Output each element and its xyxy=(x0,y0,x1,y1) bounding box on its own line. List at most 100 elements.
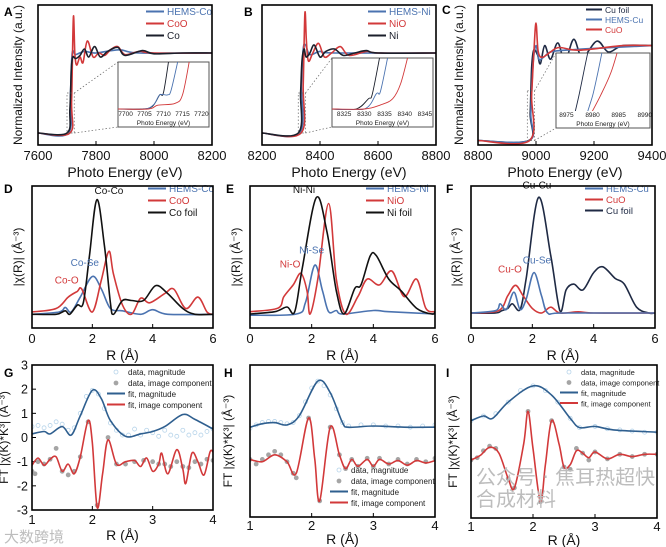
series-line-cuo xyxy=(471,284,655,314)
peak-annotation: Cu-O xyxy=(498,265,522,276)
peak-annotation: Co-Co xyxy=(94,186,123,197)
legend-label: CoO xyxy=(169,196,190,207)
x-axis-label: R (Å) xyxy=(326,347,359,363)
x-tick-label: 1 xyxy=(28,512,35,527)
series-data-image-component xyxy=(250,415,435,504)
legend-marker xyxy=(336,478,342,484)
legend-marker xyxy=(566,369,572,375)
x-tick-label: 8200 xyxy=(248,148,277,163)
series-line-cu-foil xyxy=(471,196,655,315)
panel-label: A xyxy=(4,5,13,19)
data-point xyxy=(168,432,174,438)
x-axis-label: Photo Energy (eV) xyxy=(67,164,182,180)
series-line-nio xyxy=(262,10,436,138)
legend-label: Ni foil xyxy=(387,208,412,219)
legend-label: NiO xyxy=(387,196,404,207)
x-tick-label: 4 xyxy=(149,331,156,346)
legend-label: Cu foil xyxy=(606,206,633,217)
x-tick-label: 8400 xyxy=(306,148,335,163)
zoom-connector xyxy=(305,57,333,94)
y-tick-label: -1 xyxy=(17,455,28,469)
legend-label: data, magnitude xyxy=(581,368,635,377)
y-tick-label: 1 xyxy=(21,407,28,421)
peak-annotation: Ni-O xyxy=(280,259,301,270)
series-line-cuo xyxy=(478,22,652,145)
y-tick-label: 2 xyxy=(21,383,28,397)
x-tick-label: 2 xyxy=(89,512,96,527)
data-point xyxy=(174,433,180,439)
inset: 7700 7705 7710 7715 7720 Photo Energy (eV) xyxy=(66,61,210,134)
x-tick-label: 4 xyxy=(590,331,597,346)
panel-label: C xyxy=(442,3,451,17)
inset-x-tick-label: 8975 xyxy=(559,112,574,119)
series-line-fit-magnitude xyxy=(471,384,657,433)
legend-label: data, image component xyxy=(351,477,435,486)
x-tick-label: 9400 xyxy=(638,148,666,163)
panel-d: D 0 2 4 6 R (Å) |χ(R)| (Å⁻³) Co-Co Co-Se Co-O HEMS… xyxy=(4,182,217,363)
x-tick-label: 4 xyxy=(370,331,377,346)
plot-frame xyxy=(31,185,214,329)
x-tick-label: 8200 xyxy=(198,148,227,163)
peak-annotation: Co-O xyxy=(55,275,79,286)
zoom-region xyxy=(297,92,306,134)
y-tick-label: -2 xyxy=(17,479,28,493)
inset-x-tick-label: 7700 xyxy=(118,111,133,118)
y-axis-label: FT |χ(K)*K³| (Å⁻³) xyxy=(0,391,11,484)
data-point xyxy=(162,427,168,433)
inset-series-line xyxy=(332,58,389,110)
plot-frame xyxy=(249,185,436,329)
inset-x-tick-label: 7715 xyxy=(175,111,190,118)
y-tick-label: 0 xyxy=(21,431,28,445)
y-axis-label: |χ(R)| (Å⁻³) xyxy=(228,228,243,287)
panel-label: E xyxy=(226,182,234,196)
watermark-right: 公众号 · 焦耳热超快合成材料 xyxy=(476,465,656,511)
series-line-cu-foil xyxy=(478,38,652,144)
data-point xyxy=(253,461,259,467)
legend-marker xyxy=(113,369,119,375)
x-tick-label: 2 xyxy=(308,331,315,346)
plot-area xyxy=(471,383,657,505)
series-line-hems-ni xyxy=(250,264,435,317)
legend-label: fit, magnitude xyxy=(581,389,626,398)
data-point xyxy=(53,419,59,425)
data-point xyxy=(32,471,38,477)
x-tick-label: 2 xyxy=(529,331,536,346)
legend-label: HEMS-Cu xyxy=(605,15,644,25)
data-point xyxy=(192,459,198,465)
data-point xyxy=(41,425,47,431)
panel-c: C 8800 9000 9200 9400 Photo Energy (eV) Normal… xyxy=(442,3,666,180)
x-tick-label: 7800 xyxy=(82,148,111,163)
inset-x-tick-label: 8325 xyxy=(337,111,352,118)
data-point xyxy=(210,426,213,432)
data-point xyxy=(272,419,278,424)
inset: 8325 8330 8335 8340 8345 Photo Energy (eV) xyxy=(297,57,434,134)
inset-x-axis-label: Photo Energy (eV) xyxy=(137,120,190,127)
inset-x-tick-label: 7710 xyxy=(156,111,171,118)
series-line-coo xyxy=(32,250,213,316)
x-tick-label: 8600 xyxy=(364,148,393,163)
data-point xyxy=(144,427,150,433)
legend-label: CuO xyxy=(605,25,623,35)
zoom-connector xyxy=(74,61,119,94)
x-tick-label: 0 xyxy=(246,331,253,346)
panel-b: B 8200 8400 8600 8800 Photo Energy (eV) HEMS-N… xyxy=(244,4,450,180)
x-tick-label: 7600 xyxy=(24,148,53,163)
x-tick-label: 2 xyxy=(529,519,536,534)
legend-label: CuO xyxy=(606,195,626,206)
plot-frame xyxy=(261,4,437,146)
data-point xyxy=(315,378,321,384)
series-line-fit-image-component xyxy=(471,410,657,503)
zoom-connector xyxy=(74,126,119,134)
plot-area xyxy=(250,378,435,504)
data-point xyxy=(186,432,192,438)
data-point xyxy=(567,466,573,472)
legend-label: data, magnitude xyxy=(128,368,186,377)
panel-label: F xyxy=(446,182,453,196)
